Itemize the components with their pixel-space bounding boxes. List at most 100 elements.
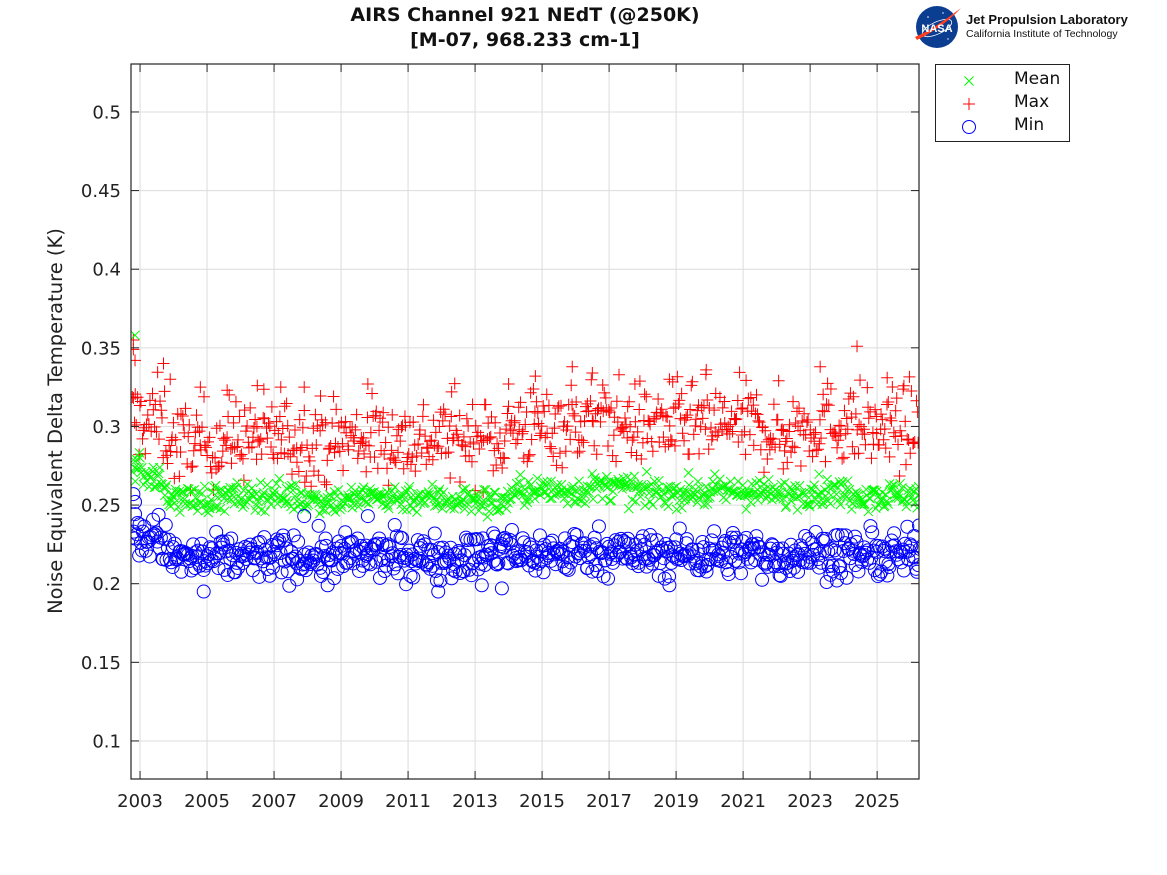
data-point [333, 485, 344, 495]
data-point [747, 439, 760, 452]
data-point [253, 435, 266, 448]
data-point [853, 418, 866, 431]
data-point [731, 555, 746, 570]
data-point [842, 491, 852, 502]
chart-title-line2: [M-07, 968.233 cm-1] [410, 29, 640, 51]
data-point [346, 421, 359, 434]
data-point [657, 431, 670, 444]
data-point [606, 449, 619, 462]
data-point [561, 420, 574, 433]
data-point [273, 410, 286, 423]
x-tick-label: 2019 [653, 791, 699, 812]
data-point [131, 454, 142, 465]
data-point [453, 409, 466, 422]
data-point [350, 408, 363, 421]
data-point [763, 443, 776, 456]
data-point [250, 453, 263, 466]
data-point [383, 503, 394, 514]
data-point [755, 572, 770, 587]
data-point [282, 447, 295, 460]
data-point [591, 519, 606, 534]
data-point [460, 543, 475, 558]
data-point [236, 452, 249, 465]
data-point [553, 447, 566, 460]
data-point [216, 445, 229, 458]
data-point [471, 426, 484, 439]
nasa-badge-text: NASA [921, 23, 952, 35]
data-point [518, 490, 529, 500]
data-point [789, 417, 802, 430]
data-point [833, 419, 846, 432]
data-point [753, 547, 768, 562]
data-point [582, 404, 595, 417]
data-point [540, 388, 553, 401]
data-point [434, 484, 445, 495]
data-point [379, 436, 392, 449]
data-point [629, 415, 642, 428]
data-point [483, 491, 493, 501]
data-point [530, 395, 543, 408]
data-point [416, 410, 429, 423]
data-point [479, 398, 492, 411]
data-point [763, 474, 774, 485]
data-point [174, 486, 185, 497]
data-point [626, 476, 637, 487]
data-point [516, 427, 529, 440]
data-point [703, 402, 716, 415]
data-point [893, 469, 906, 482]
data-point [284, 544, 299, 559]
data-point [231, 440, 244, 453]
data-point [803, 555, 818, 570]
data-point [521, 455, 534, 468]
outlier-point [529, 370, 542, 383]
data-point [661, 411, 674, 424]
data-point [885, 414, 898, 427]
data-point [882, 496, 892, 506]
data-point [320, 478, 333, 491]
data-point [357, 432, 370, 445]
data-point [837, 451, 850, 464]
data-point [854, 374, 867, 387]
data-point [475, 436, 488, 449]
data-point [556, 461, 569, 474]
data-point [781, 456, 794, 469]
data-point [607, 429, 620, 442]
data-point [606, 555, 621, 570]
data-point [384, 453, 397, 466]
data-point [736, 401, 749, 414]
data-point [601, 571, 616, 586]
data-point [573, 551, 588, 566]
data-point [463, 449, 476, 462]
data-point [496, 461, 509, 474]
data-point [602, 404, 615, 417]
data-point [863, 506, 874, 517]
legend-item-mean: Mean [936, 69, 1069, 92]
data-point [258, 487, 269, 498]
data-point [567, 407, 580, 420]
data-point [257, 490, 268, 501]
data-point [134, 395, 147, 408]
data-point [889, 430, 902, 443]
data-point [813, 437, 826, 450]
data-point [819, 575, 834, 590]
data-point [276, 533, 291, 548]
data-point [697, 489, 708, 500]
data-point [555, 399, 568, 412]
data-point [209, 524, 224, 539]
data-point [808, 435, 821, 448]
data-point [474, 429, 487, 442]
data-point [517, 535, 532, 550]
data-point [821, 559, 836, 574]
x-tick-label: 2003 [117, 791, 163, 812]
data-point [589, 472, 600, 483]
x-tick-label: 2011 [385, 791, 431, 812]
data-point [761, 453, 774, 466]
data-point [822, 399, 835, 412]
data-point [357, 485, 368, 495]
data-point [342, 443, 355, 456]
data-point [204, 553, 219, 568]
data-point [176, 410, 189, 423]
data-point [675, 387, 688, 400]
data-point [503, 536, 518, 551]
data-point [219, 506, 230, 517]
